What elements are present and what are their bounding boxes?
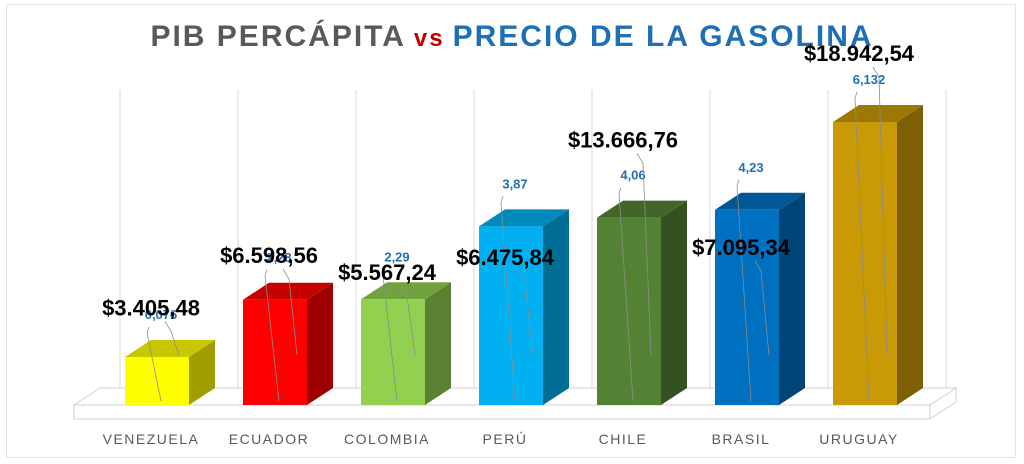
category-label: URUGUAY — [819, 431, 898, 447]
bar-venezuela-top — [125, 340, 215, 357]
price-leader-line — [146, 326, 162, 402]
bar-perú — [479, 226, 543, 405]
price-leader-line — [618, 187, 634, 402]
bar-brasil — [715, 209, 779, 405]
title-gasoline: PRECIO DE LA GASOLINA — [452, 20, 874, 53]
bar-chile — [597, 217, 661, 405]
price-leader-line — [382, 269, 398, 402]
floor-side-edge — [929, 401, 957, 420]
price-leader-line — [264, 269, 280, 402]
bar-venezuela-side — [189, 340, 215, 405]
bar-colombia-top — [361, 282, 451, 300]
bar-colombia — [361, 299, 425, 405]
bar-uruguay — [833, 121, 897, 405]
price-leader-line — [736, 179, 752, 402]
price-label: 3,87 — [502, 176, 527, 191]
gdp-label: $7.095,34 — [692, 235, 791, 260]
category-label: BRASIL — [712, 431, 771, 447]
gdp-leader-line — [636, 153, 652, 356]
title-vs: vs — [413, 25, 445, 52]
gdp-label: $5.567,24 — [338, 260, 437, 285]
bar-ecuador — [243, 299, 307, 405]
gdp-leader-line — [518, 270, 534, 356]
chart-title: PIB PERCÁPITA vs PRECIO DE LA GASOLINA — [0, 20, 1024, 54]
title-gdp: PIB PERCÁPITA — [150, 20, 406, 53]
price-label: 4,23 — [738, 160, 763, 175]
price-label: 2,29 — [384, 249, 409, 264]
price-label: 6,132 — [853, 72, 886, 87]
price-label: 0,076 — [145, 307, 178, 322]
bar-brasil-side — [779, 192, 805, 405]
gdp-leader-line — [282, 268, 298, 356]
bar-ecuador-top — [243, 282, 333, 300]
category-label: COLOMBIA — [344, 431, 430, 447]
category-label: ECUADOR — [229, 431, 310, 447]
bar-chile-side — [661, 200, 687, 405]
price-label: 4,06 — [620, 168, 645, 183]
gdp-label: $18.942,54 — [804, 41, 915, 66]
gdp-leader-line — [164, 321, 180, 356]
bar-perú-side — [543, 209, 569, 405]
price-leader-line — [854, 91, 870, 402]
bar-ecuador-side — [307, 282, 333, 405]
price-leader-line — [500, 196, 516, 402]
gdp-leader-line — [872, 66, 888, 356]
category-label: VENEZUELA — [103, 431, 200, 447]
gdp-leader-line — [754, 260, 770, 356]
gdp-label: $3.405,48 — [102, 295, 200, 320]
gdp-label: $6.475,84 — [456, 245, 555, 270]
bar-colombia-side — [425, 282, 451, 405]
gdp-leader-line — [400, 285, 416, 356]
bar-uruguay-side — [897, 104, 923, 405]
gdp-label: $13.666,76 — [568, 127, 678, 152]
category-label: CHILE — [599, 431, 648, 447]
gdp-label: $6.598,56 — [220, 243, 318, 268]
price-label: 2,28 — [266, 250, 291, 265]
category-label: PERÚ — [483, 431, 528, 447]
